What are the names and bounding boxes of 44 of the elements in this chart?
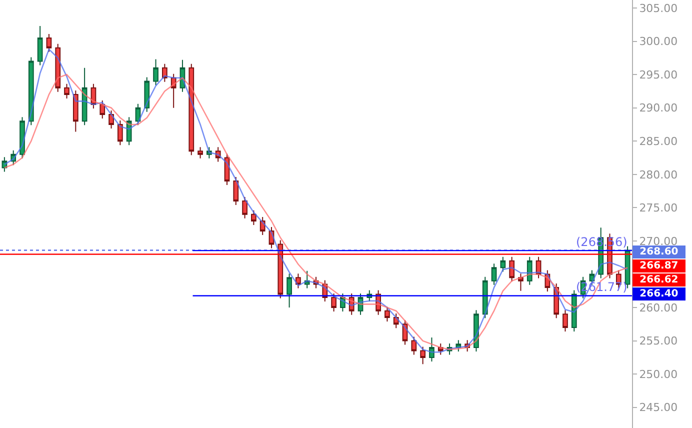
candlestick bbox=[28, 56, 34, 126]
candlestick bbox=[500, 256, 506, 272]
y-tick-label: 260.00 bbox=[639, 301, 678, 314]
candlestick bbox=[37, 25, 43, 66]
candlestick bbox=[491, 263, 497, 286]
candlestick bbox=[144, 76, 150, 112]
candlestick bbox=[518, 273, 524, 292]
text: 266.40 bbox=[640, 288, 678, 300]
candlestick bbox=[331, 293, 336, 312]
y-tick-label: 270.00 bbox=[639, 234, 678, 248]
candlestick bbox=[242, 196, 248, 219]
y-tick-label: 255.00 bbox=[639, 334, 678, 348]
y-tick-label: 280.00 bbox=[639, 168, 678, 182]
y-tick-label: 295.00 bbox=[639, 68, 678, 82]
candlestick bbox=[64, 83, 70, 100]
candlestick bbox=[117, 120, 123, 146]
y-tick-label: 250.00 bbox=[639, 368, 678, 381]
candlestick bbox=[108, 110, 114, 129]
candlestick bbox=[429, 336, 434, 362]
y-tick-label: 305.00 bbox=[639, 2, 678, 15]
candlestick bbox=[278, 240, 284, 299]
candlestick bbox=[100, 100, 106, 119]
candlestick bbox=[286, 273, 292, 308]
candlestick bbox=[188, 63, 194, 156]
candlestick bbox=[198, 146, 203, 159]
text: 266.87 bbox=[640, 260, 678, 272]
candlestick bbox=[384, 306, 390, 322]
candlestick bbox=[82, 67, 88, 126]
candlestick bbox=[420, 346, 426, 365]
candlestick bbox=[72, 90, 78, 132]
candlestick bbox=[411, 336, 417, 356]
y-tick-label: 300.00 bbox=[639, 35, 678, 48]
candlestick bbox=[233, 176, 239, 206]
y-tick-label: 290.00 bbox=[639, 102, 678, 115]
candlestick bbox=[562, 310, 568, 332]
candlestick bbox=[46, 33, 52, 52]
candlestick bbox=[251, 210, 256, 226]
candlestick bbox=[509, 256, 515, 282]
text: 266.62 bbox=[640, 274, 678, 286]
candlestick bbox=[153, 58, 158, 86]
y-tick-label: 275.00 bbox=[639, 202, 678, 215]
y-tick-label: 245.00 bbox=[639, 401, 678, 414]
text: 268.60 bbox=[640, 246, 678, 258]
y-tick-label: 285.00 bbox=[639, 134, 678, 148]
